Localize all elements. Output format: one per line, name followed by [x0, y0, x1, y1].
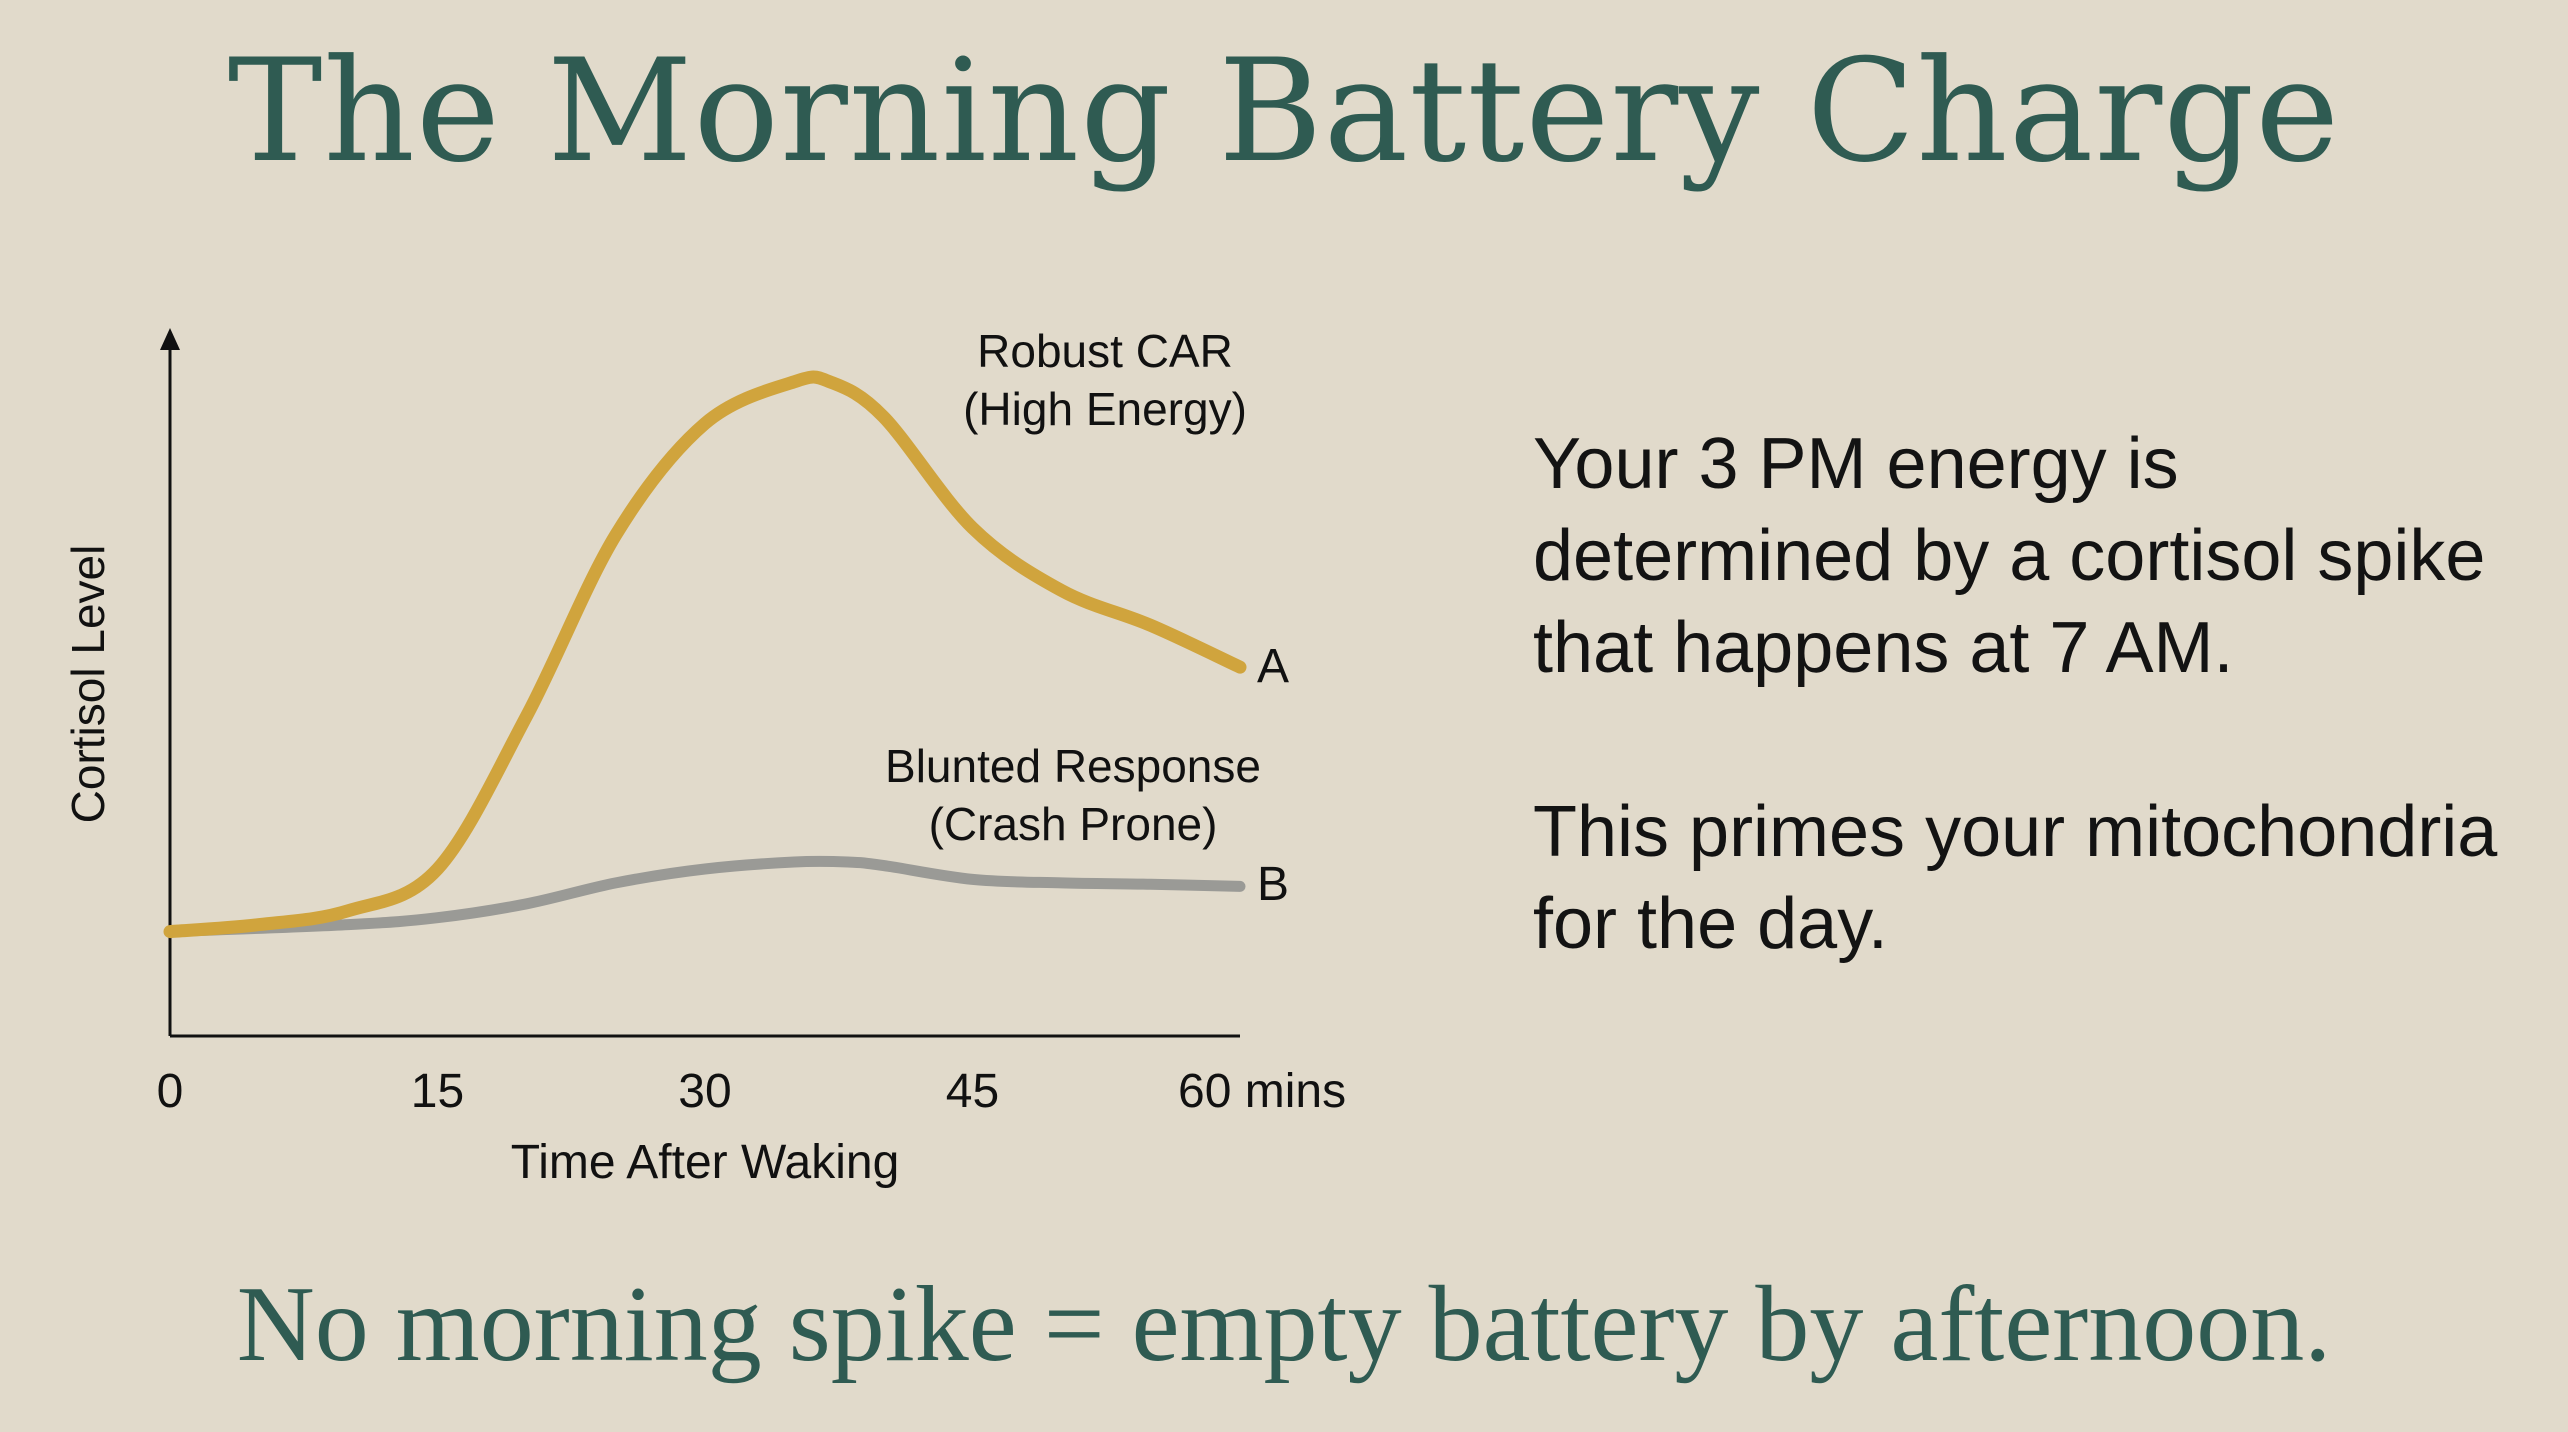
series-a-line: [163, 370, 1247, 939]
slide-title: The Morning Battery Charge: [227, 29, 2341, 194]
series-b-line: [164, 855, 1246, 938]
message-paragraph-1: Your 3 PM energy is determined by a cort…: [1533, 424, 2486, 688]
series-b-label-line-2: (Crash Prone): [929, 798, 1218, 850]
x-tick-label: 0: [157, 1065, 184, 1118]
x-tick-label: 60 mins: [1178, 1065, 1346, 1118]
x-tick-label: 15: [411, 1065, 464, 1118]
message-paragraph-2: This primes your mitochondria for the da…: [1533, 792, 2498, 964]
tagline: No morning spike = empty battery by afte…: [236, 1265, 2332, 1384]
cortisol-chart: Cortisol Level Time After Waking 0 15 30 45…: [62, 325, 1346, 1189]
y-axis-arrowhead: [160, 328, 180, 350]
x-tick-label: 30: [678, 1065, 731, 1118]
series-b-label-line-1: Blunted Response: [885, 740, 1261, 792]
x-tick-labels: 0 15 30 45 60 mins: [157, 1065, 1346, 1118]
series-a-label-line-2: (High Energy): [963, 383, 1247, 435]
x-axis-label: Time After Waking: [511, 1136, 900, 1189]
x-tick-label: 45: [946, 1065, 999, 1118]
y-axis-label: Cortisol Level: [62, 545, 114, 824]
series-a-label-line-1: Robust CAR: [977, 325, 1233, 377]
series-a-end-marker: A: [1257, 640, 1289, 693]
series-b-end-marker: B: [1257, 858, 1289, 911]
series-layer: [163, 370, 1247, 939]
